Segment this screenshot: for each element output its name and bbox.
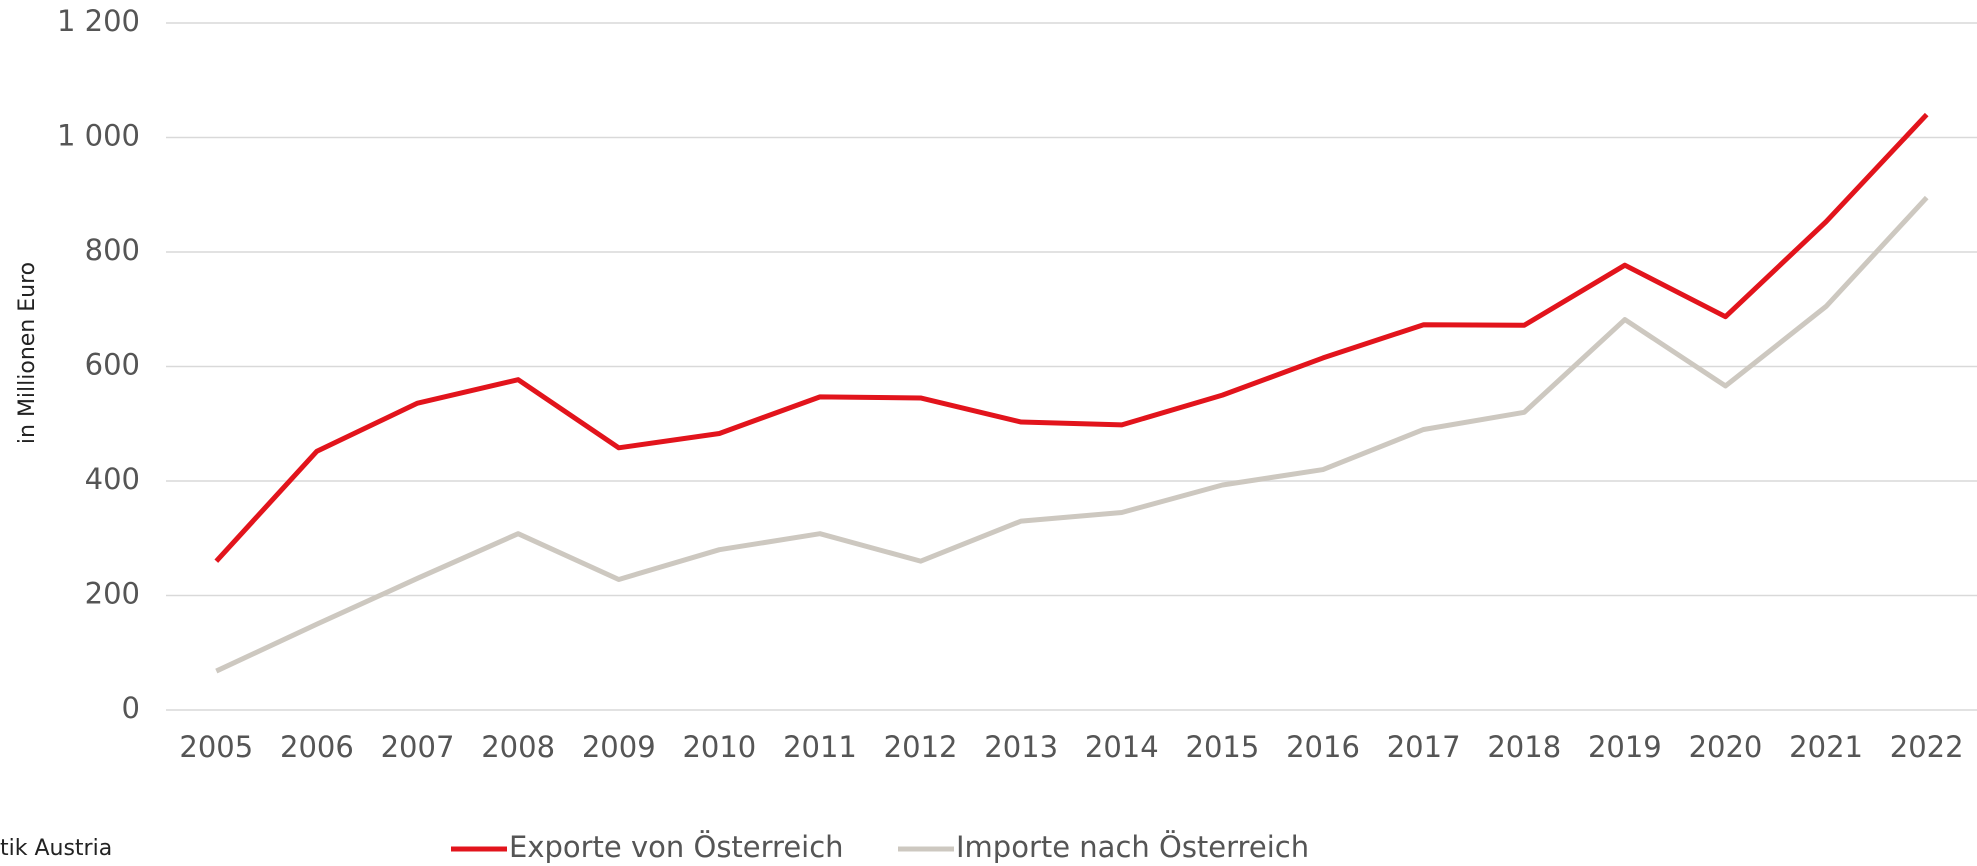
x-tick-label: 2014 [1085, 730, 1159, 764]
x-tick-label: 2005 [179, 730, 253, 764]
y-tick-label: 400 [85, 462, 140, 496]
x-tick-label: 2006 [280, 730, 354, 764]
series-line [215, 195, 1929, 674]
x-tick-label: 2011 [783, 730, 857, 764]
x-tick-label: 2008 [481, 730, 555, 764]
x-tick-label: 2019 [1588, 730, 1662, 764]
x-tick-label: 2022 [1890, 730, 1964, 764]
series-line [214, 112, 1929, 563]
legend-label: Importe nach Österreich [956, 830, 1309, 864]
source: tik Austria [0, 836, 112, 861]
y-tick-label: 1 000 [57, 119, 140, 153]
y-tick-label: 1 200 [57, 4, 140, 38]
x-tick-label: 2013 [984, 730, 1058, 764]
x-tick-label: 2015 [1186, 730, 1260, 764]
y-tick-label: 0 [122, 691, 140, 725]
y-tick-label: 600 [85, 348, 140, 382]
x-tick-label: 2017 [1387, 730, 1461, 764]
x-tick-label: 2021 [1789, 730, 1863, 764]
x-tick-label: 2009 [582, 730, 656, 764]
x-tick-label: 2016 [1286, 730, 1360, 764]
x-tick-label: 2020 [1689, 730, 1763, 764]
y-tick-label: 200 [85, 577, 140, 611]
x-tick-label: 2010 [682, 730, 756, 764]
y-axis-label: in Millionen Euro [15, 262, 40, 444]
legend-label: Exporte von Österreich [509, 830, 844, 864]
x-tick-label: 2018 [1487, 730, 1561, 764]
x-tick-label: 2012 [884, 730, 958, 764]
y-tick-label: 800 [85, 233, 140, 267]
x-tick-label: 2007 [381, 730, 455, 764]
